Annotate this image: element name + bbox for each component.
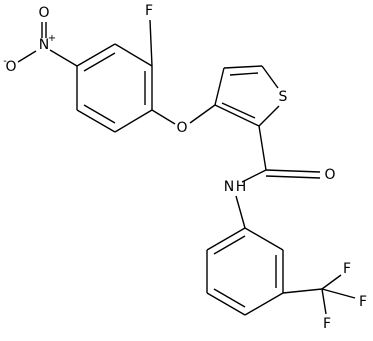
atom-label: O [5,59,16,75]
atom-label: S [279,89,288,105]
atom-label: H [236,179,247,195]
bonds [17,19,356,316]
atom-labels: O N + O - F O S O N H F F F [3,3,367,332]
atom-label: O [38,5,49,21]
atom-label: O [324,167,335,183]
charge-label: - [3,56,7,67]
atom-label: F [145,3,153,19]
charge-label: + [48,33,56,44]
atom-label: N [224,179,234,195]
atom-label: N [39,37,49,53]
atom-label: F [323,316,331,332]
atom-label: F [359,294,367,310]
atom-label: F [343,261,351,277]
atom-label: O [176,120,187,136]
